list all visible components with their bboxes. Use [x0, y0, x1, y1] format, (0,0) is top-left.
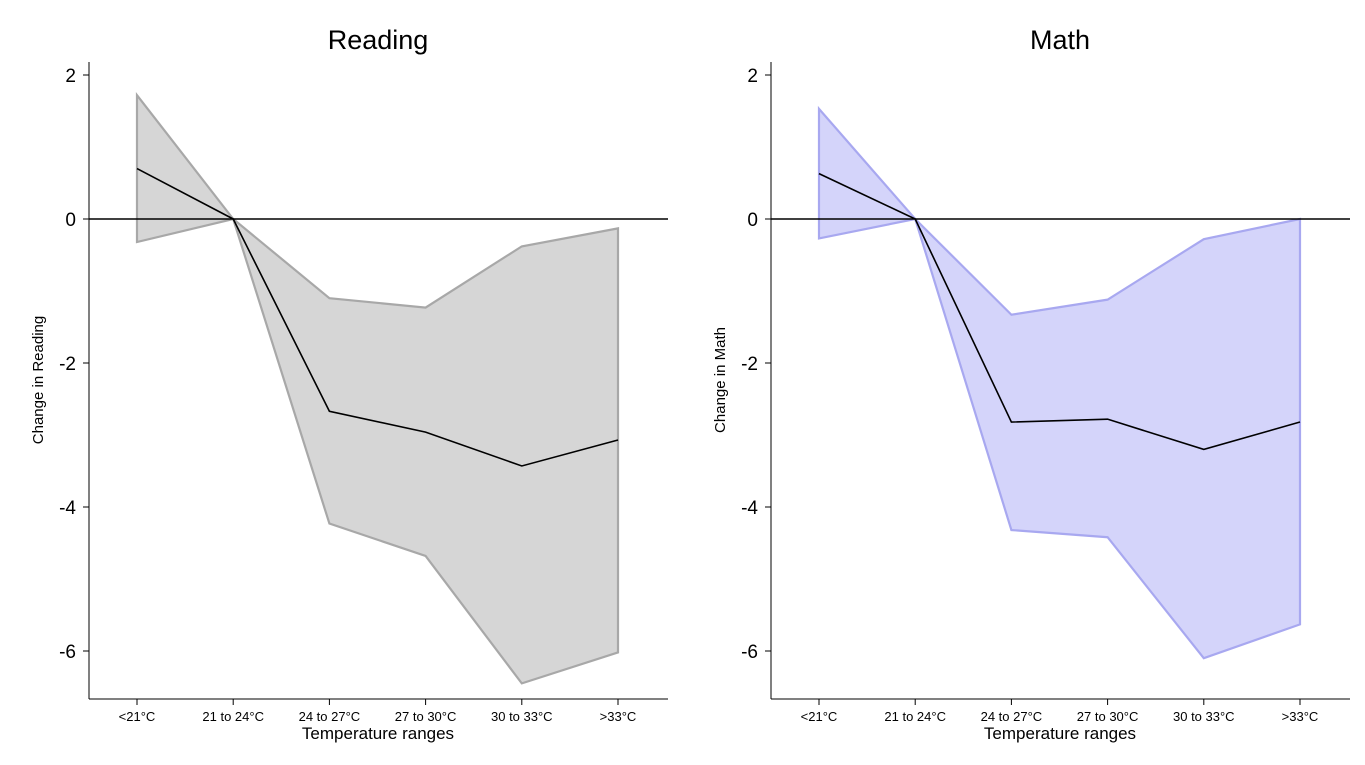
reading-title: Reading [328, 25, 429, 55]
reading-xtick-label: 21 to 24°C [202, 709, 264, 724]
reading-ytick-label: 0 [65, 210, 76, 231]
math-confidence-band [817, 105, 1302, 660]
math-xtick-label: >33°C [1282, 709, 1319, 724]
math-ytick-label: -6 [741, 642, 758, 663]
math-ytick-label: 2 [747, 66, 758, 87]
reading-ylabel: Change in Reading [30, 316, 47, 444]
reading-ytick-label: -2 [59, 354, 76, 375]
reading-confidence-band [135, 91, 620, 685]
math-ytick-label: -4 [741, 498, 758, 519]
math-xlabel: Temperature ranges [984, 724, 1136, 743]
math-ylabel: Change in Math [712, 327, 729, 433]
math-ytick-label: 0 [747, 210, 758, 231]
reading-panel: Reading Change in Reading Temperature ra… [30, 25, 668, 743]
math-title: Math [1030, 25, 1090, 55]
math-estimate-line [818, 172, 1301, 451]
reading-xtick-label: 27 to 30°C [395, 709, 457, 724]
reading-xtick-label: <21°C [119, 709, 156, 724]
reading-estimate-line [136, 167, 619, 467]
reading-ytick-label: -6 [59, 642, 76, 663]
reading-xtick-label: 24 to 27°C [299, 709, 361, 724]
math-ytick-label: -2 [741, 354, 758, 375]
math-panel: Math Change in Math Temperature ranges 2… [712, 25, 1350, 743]
reading-ytick-label: 2 [65, 66, 76, 87]
reading-ytick-label: -4 [59, 498, 76, 519]
math-xtick-label: 30 to 33°C [1173, 709, 1235, 724]
reading-xtick-label: >33°C [600, 709, 637, 724]
reading-xlabel: Temperature ranges [302, 724, 454, 743]
math-xtick-label: 27 to 30°C [1077, 709, 1139, 724]
math-xtick-label: <21°C [801, 709, 838, 724]
math-xtick-label: 21 to 24°C [884, 709, 946, 724]
reading-xtick-label: 30 to 33°C [491, 709, 553, 724]
math-xtick-label: 24 to 27°C [981, 709, 1043, 724]
